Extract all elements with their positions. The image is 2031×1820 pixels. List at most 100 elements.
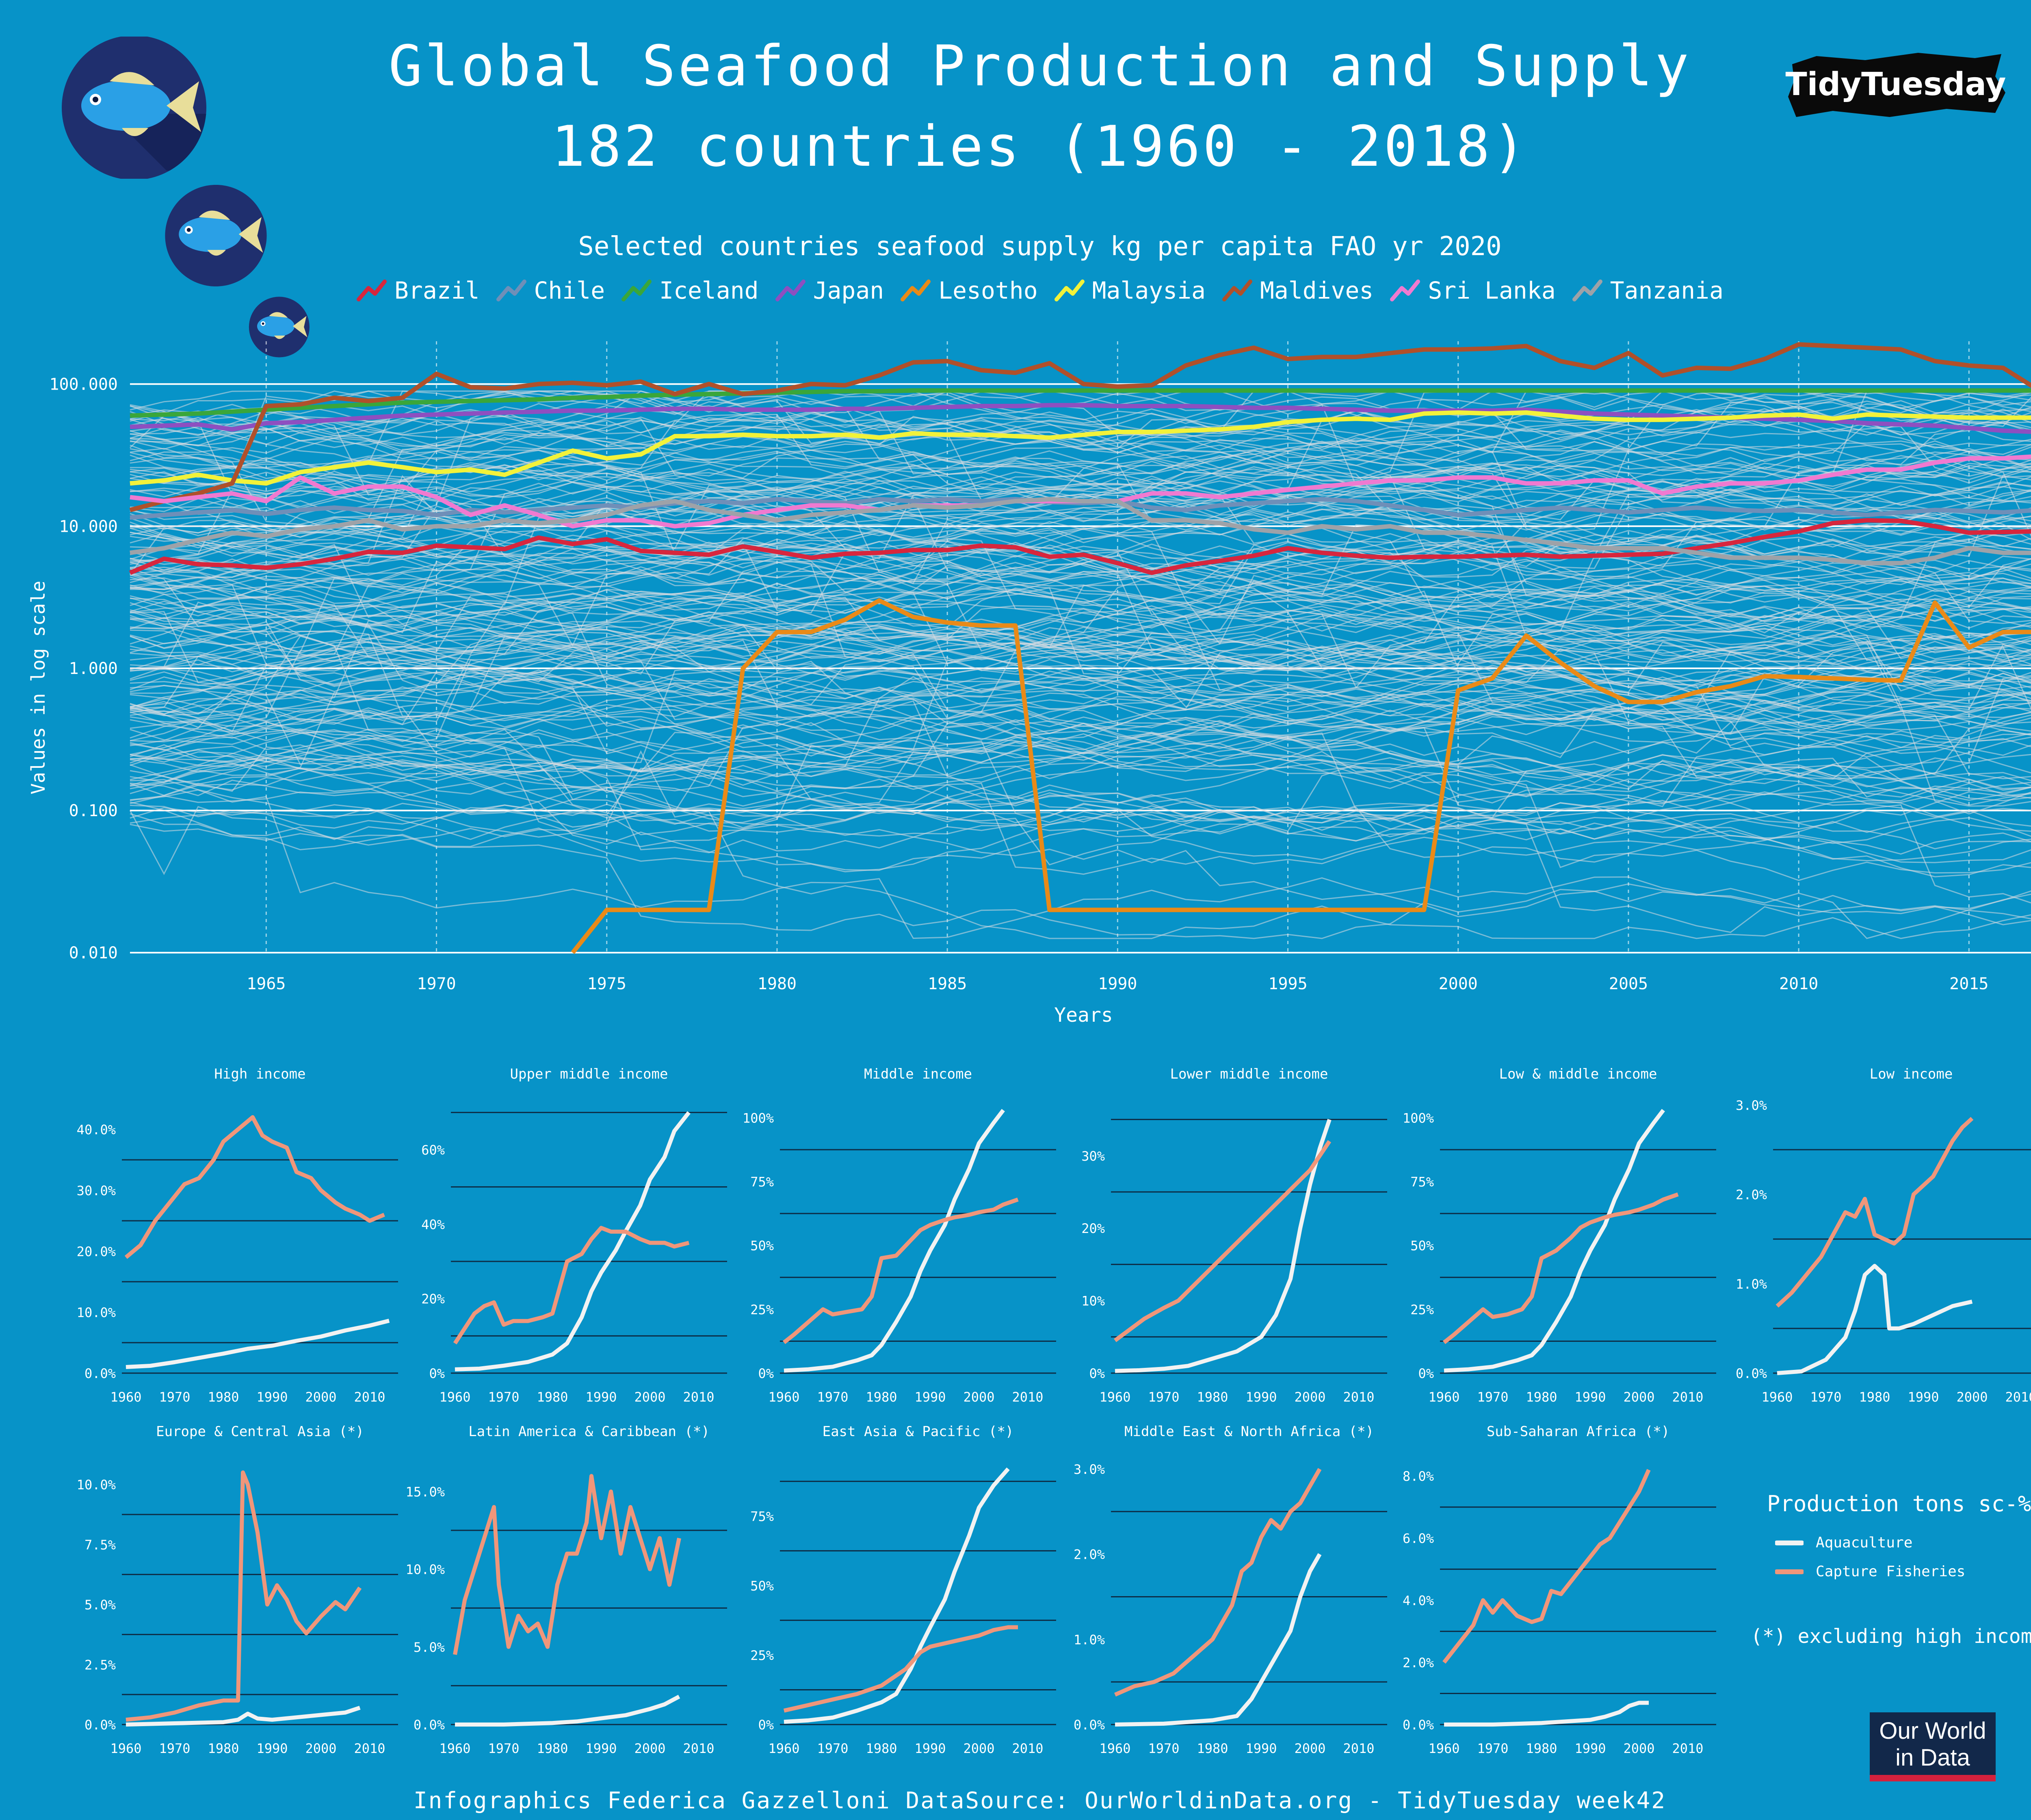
panel-title: East Asia & Pacific (*) (823, 1424, 1014, 1440)
panel-x-tick-label: 2000 (1623, 1741, 1654, 1756)
panel-x-tick-label: 1970 (1148, 1741, 1179, 1756)
panel-x-tick-label: 2000 (963, 1389, 994, 1405)
background-country-line (130, 666, 2031, 733)
legend-item-chile: Chile (496, 274, 605, 307)
x-tick-label: 1965 (247, 975, 286, 993)
our-world-in-data-logo: Our World in Data (1870, 1712, 1996, 1781)
panel-y-tick-label: 60% (421, 1142, 445, 1158)
x-axis-label: Years (1054, 1004, 1113, 1027)
background-country-line (130, 549, 2031, 665)
panel-y-tick-label: 0.0% (84, 1366, 116, 1381)
background-country-line (130, 466, 2031, 596)
legend-item-maldives: Maldives (1222, 274, 1373, 307)
panel-y-tick-label: 75% (1410, 1174, 1434, 1190)
legend-label: Brazil (394, 277, 480, 304)
panel-x-tick-label: 1970 (817, 1741, 848, 1756)
legend-swatch-icon (621, 280, 652, 301)
capture-fisheries-line (124, 1115, 385, 1259)
background-country-line (130, 391, 2031, 536)
background-country-line (130, 567, 2031, 676)
background-country-line (130, 556, 2031, 638)
legend-swatch-icon (1572, 280, 1602, 301)
panel-y-tick-label: 25% (750, 1648, 774, 1663)
panel-y-tick-label: 0.0% (84, 1717, 116, 1733)
panel-y-tick-label: 100% (1403, 1110, 1434, 1126)
aquaculture-line (784, 1467, 1010, 1724)
x-tick-label: 1985 (928, 975, 967, 993)
background-country-line (130, 401, 2031, 477)
background-country-line (130, 610, 2031, 671)
panel-x-tick-label: 1970 (817, 1389, 848, 1405)
panel-x-tick-label: 1980 (537, 1741, 568, 1756)
panel-x-tick-label: 1980 (866, 1389, 897, 1405)
legend-label: Japan (813, 277, 884, 304)
background-country-line (130, 650, 2031, 750)
panel-y-tick-label: 50% (750, 1238, 774, 1254)
panel-x-tick-label: 2010 (354, 1389, 385, 1405)
background-country-line (130, 706, 2031, 881)
capture-fisheries-line (782, 1197, 1019, 1344)
tidytuesday-badge: TidyTuesday (1784, 48, 2007, 121)
panel-y-tick-label: 0.0% (1074, 1717, 1105, 1733)
panel-y-tick-label: 0% (758, 1366, 774, 1381)
panel-x-tick-label: 1960 (1428, 1741, 1459, 1756)
panel-title: High income (214, 1066, 305, 1082)
aquaculture-line (1115, 1119, 1332, 1373)
panel-x-tick-label: 1960 (1761, 1389, 1793, 1405)
legend-swatch-icon (1390, 280, 1420, 301)
panel-y-tick-label: 0% (1418, 1366, 1434, 1381)
series-line-malaysia (130, 410, 2031, 486)
legend-item-malaysia: Malaysia (1054, 274, 1206, 307)
panel-y-tick-label: 5.0% (414, 1640, 445, 1655)
aquaculture-line (784, 1109, 1005, 1373)
panel-x-tick-label: 1960 (439, 1741, 470, 1756)
legend-swatch-icon (1222, 280, 1252, 301)
fish-icon-large (62, 37, 206, 179)
panel-x-tick-label: 2010 (1672, 1741, 1703, 1756)
panel-x-tick-label: 1970 (1477, 1389, 1508, 1405)
aquaculture-line (126, 1319, 390, 1369)
capture-fisheries-line (1114, 1468, 1322, 1697)
x-tick-label: 2005 (1609, 975, 1648, 993)
panel-x-tick-label: 1960 (768, 1389, 799, 1405)
panel-y-tick-label: 25% (1410, 1302, 1434, 1317)
x-tick-label: 1995 (1268, 975, 1307, 993)
panel-x-tick-label: 2010 (683, 1741, 714, 1756)
panel-x-tick-label: 1980 (537, 1389, 568, 1405)
capture-fisheries-line (453, 1226, 690, 1345)
series-line-iceland (130, 388, 2031, 418)
panel-x-tick-label: 1980 (1859, 1389, 1890, 1405)
background-country-line (130, 609, 2031, 681)
legend-label: Tanzania (1610, 277, 1724, 304)
legend-swatch-icon (1775, 1569, 1804, 1574)
panel-y-tick-label: 2.5% (84, 1657, 116, 1673)
panel-y-tick-label: 40.0% (77, 1122, 116, 1138)
background-country-line (130, 658, 2031, 756)
panel-y-tick-label: 50% (1410, 1238, 1434, 1254)
capture-fisheries-line (453, 1474, 681, 1655)
panel-x-tick-label: 1970 (1477, 1741, 1508, 1756)
panel-x-tick-label: 1980 (208, 1741, 239, 1756)
panel-x-tick-label: 1990 (1574, 1741, 1606, 1756)
country-legend: Brazil Chile Iceland Japan Lesotho Malay… (0, 274, 2031, 307)
panel-x-tick-label: 2010 (1343, 1389, 1374, 1405)
panel-y-tick-label: 8.0% (1403, 1469, 1434, 1484)
fish-icon-small (249, 297, 310, 358)
supply-line-chart: 0.010 0.100 1.000 10.000 100.000 1965 1970 1975… (27, 341, 2031, 1027)
background-country-line (130, 690, 2031, 866)
background-country-line (130, 711, 2031, 834)
panel-y-tick-label: 20% (1081, 1221, 1105, 1236)
aquaculture-line (126, 1705, 361, 1727)
panel-title: Low & middle income (1499, 1066, 1657, 1082)
panel-x-tick-label: 1990 (1245, 1389, 1277, 1405)
background-country-line (129, 741, 2031, 875)
panel-y-tick-label: 40% (421, 1217, 445, 1232)
legend-swatch-icon (901, 280, 931, 301)
panel-y-tick-label: 0% (758, 1717, 774, 1733)
page-subtitle: 182 countries (1960 - 2018) (551, 114, 1529, 179)
background-country-line (130, 518, 2031, 593)
y-axis-label: Values in log scale (27, 581, 49, 794)
background-country-line (130, 750, 2031, 809)
y-tick-label: 0.100 (69, 802, 118, 820)
background-country-line (130, 675, 2031, 823)
